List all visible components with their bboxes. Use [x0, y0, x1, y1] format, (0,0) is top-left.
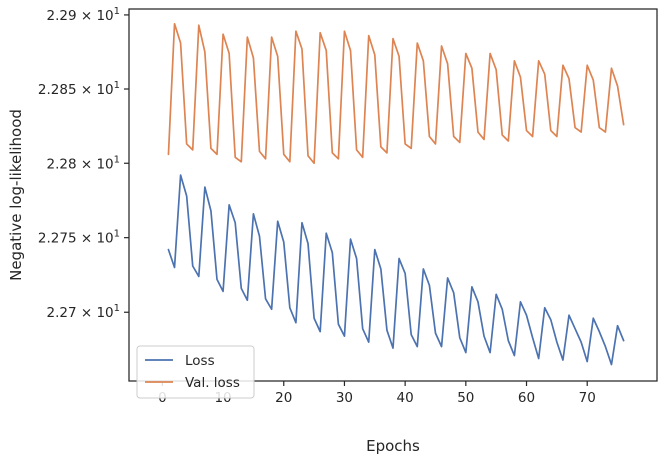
x-tick-label: 50	[457, 390, 474, 406]
x-tick-label: 20	[275, 390, 292, 406]
plot-area	[129, 9, 657, 381]
legend-label: Loss	[185, 353, 215, 369]
x-tick-label: 70	[579, 390, 596, 406]
x-tick-label: 60	[518, 390, 535, 406]
series-line-loss	[167, 174, 625, 366]
y-tick-label: 2.27 × 101	[46, 303, 120, 321]
y-tick-label: 2.275 × 101	[38, 229, 120, 247]
series-line-val-loss	[167, 22, 625, 165]
y-tick-label: 2.285 × 101	[38, 80, 120, 98]
y-tick-label: 2.29 × 101	[46, 6, 120, 24]
legend-label: Val. loss	[185, 375, 240, 391]
y-tick-label: 2.28 × 101	[46, 154, 120, 172]
x-tick-label: 40	[397, 390, 414, 406]
x-tick-label: 30	[336, 390, 353, 406]
legend-box	[136, 345, 255, 399]
plot-frame	[128, 8, 658, 382]
y-axis-label: Negative log-likelihood	[7, 109, 25, 281]
x-axis-label: Epochs	[366, 437, 420, 455]
